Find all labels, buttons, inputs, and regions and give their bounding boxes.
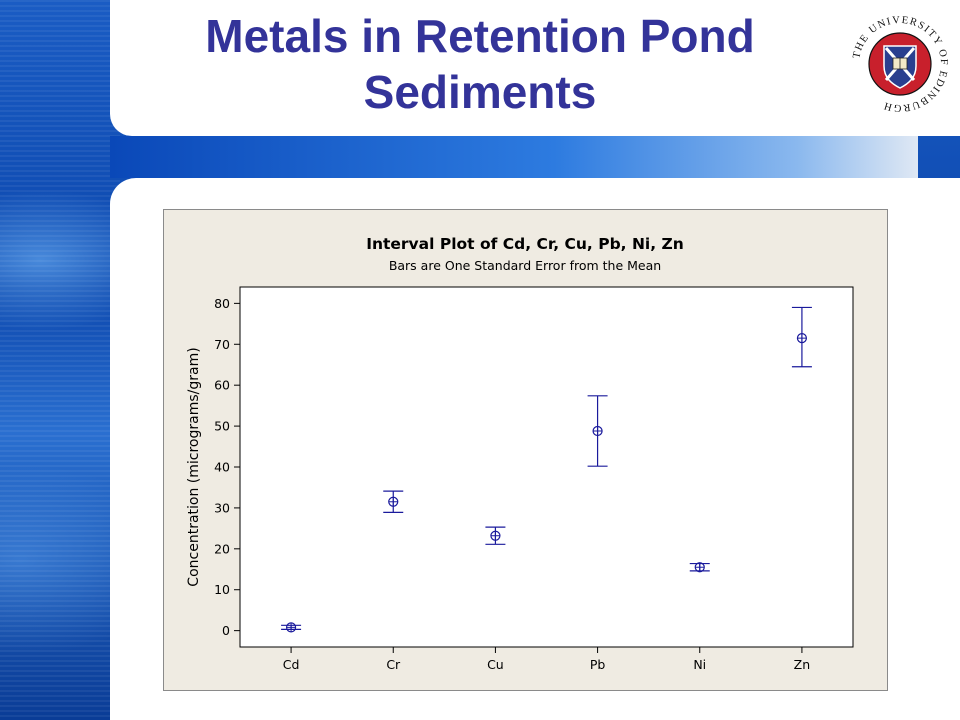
- y-tick-label: 40: [214, 460, 230, 475]
- x-tick-label: Zn: [794, 657, 811, 672]
- y-axis-label: Concentration (micrograms/gram): [186, 347, 202, 586]
- interval-plot: Interval Plot of Cd, Cr, Cu, Pb, Ni, Zn …: [163, 209, 888, 691]
- chart-title: Interval Plot of Cd, Cr, Cu, Pb, Ni, Zn: [366, 235, 684, 253]
- plot-area: [239, 286, 854, 648]
- background-stripes: [0, 0, 120, 720]
- y-tick-label: 20: [214, 541, 230, 556]
- x-tick-label: Cd: [283, 657, 300, 672]
- interval-pb: [587, 395, 608, 467]
- y-tick-label: 10: [214, 582, 230, 597]
- interval-cd: [281, 622, 302, 633]
- y-axis: 0 10 20 30 40 50 60 70 80: [214, 296, 240, 638]
- y-tick-label: 0: [222, 623, 230, 638]
- y-tick-label: 30: [214, 500, 230, 515]
- interval-cu: [485, 526, 506, 545]
- interval-cr: [383, 490, 404, 514]
- x-tick-label: Pb: [590, 657, 606, 672]
- x-axis: Cd Cr Cu Pb Ni Zn: [283, 647, 810, 672]
- slide-title-line1: Metals in Retention Pond: [205, 10, 755, 62]
- slide-title-line2: Sediments: [363, 66, 597, 118]
- y-tick-label: 60: [214, 378, 230, 393]
- slide-title: Metals in Retention Pond Sediments: [110, 8, 850, 120]
- x-tick-label: Ni: [693, 657, 706, 672]
- interval-ni: [689, 562, 710, 573]
- y-tick-label: 80: [214, 296, 230, 311]
- interval-marks: [281, 306, 812, 633]
- chart-subtitle: Bars are One Standard Error from the Mea…: [389, 258, 661, 273]
- x-tick-label: Cu: [487, 657, 504, 672]
- y-tick-label: 50: [214, 419, 230, 434]
- interval-zn: [791, 306, 812, 368]
- x-tick-label: Cr: [386, 657, 401, 672]
- university-crest-icon: THE UNIVERSITY OF EDINBURGH: [851, 15, 947, 113]
- title-panel: [110, 0, 960, 136]
- header-band: [110, 136, 918, 178]
- y-tick-label: 70: [214, 337, 230, 352]
